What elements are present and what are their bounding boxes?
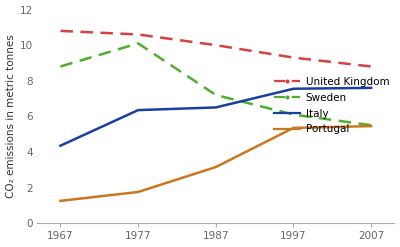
- Line: United Kingdom: United Kingdom: [60, 31, 371, 66]
- United Kingdom: [136, 33, 140, 36]
- Y-axis label: CO₂ emissions in metric tonnes: CO₂ emissions in metric tonnes: [6, 35, 16, 198]
- Sweden: [213, 94, 218, 97]
- Italy: [369, 86, 374, 89]
- Portugal: [213, 165, 218, 168]
- Italy: [291, 87, 296, 90]
- Sweden: [136, 42, 140, 45]
- Legend: United Kingdom, Sweden, Italy, Portugal: United Kingdom, Sweden, Italy, Portugal: [274, 77, 389, 134]
- Line: Portugal: Portugal: [60, 126, 371, 201]
- Sweden: [58, 65, 63, 68]
- Portugal: [58, 199, 63, 202]
- Line: Italy: Italy: [60, 88, 371, 146]
- Portugal: [136, 190, 140, 193]
- Portugal: [369, 125, 374, 128]
- Italy: [136, 109, 140, 112]
- Sweden: [291, 113, 296, 116]
- Line: Sweden: Sweden: [60, 43, 371, 125]
- Italy: [213, 106, 218, 109]
- Portugal: [291, 126, 296, 129]
- Italy: [58, 144, 63, 147]
- United Kingdom: [58, 29, 63, 32]
- United Kingdom: [369, 65, 374, 68]
- Sweden: [369, 124, 374, 127]
- United Kingdom: [291, 56, 296, 59]
- United Kingdom: [213, 44, 218, 47]
